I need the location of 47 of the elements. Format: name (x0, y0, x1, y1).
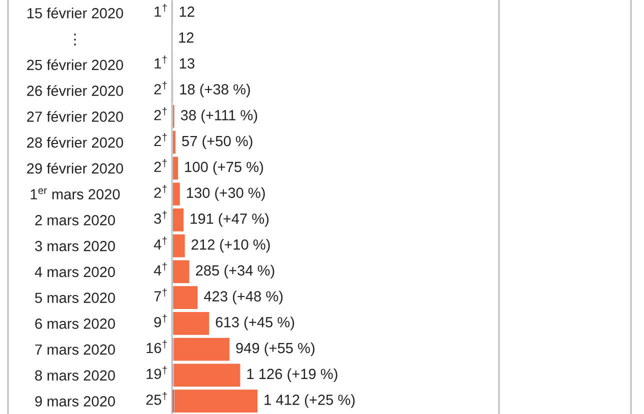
y-tick-label: 1$^{er}$ mars 2020 (30, 188, 120, 200)
data-label: 3$^{†}$ (154, 210, 167, 224)
y-tick-label: 15 février 2020 (27, 7, 124, 18)
total-label: 38 (+111 %) (180, 110, 258, 124)
total-label: 212 (+10 %) (192, 239, 270, 253)
data-label: 2$^{†}$ (154, 185, 167, 198)
data-label: 25$^{†}$ (146, 392, 167, 405)
data-label: 7$^{†}$ (154, 288, 167, 302)
data-label: 19$^{†}$ (146, 366, 167, 380)
total-label: 949 (+55 %) (236, 342, 314, 356)
total-label: 191 (+47 %) (190, 213, 269, 227)
annotation: 12 (179, 32, 194, 43)
data-label: 2$^{†}$ (154, 107, 167, 120)
y-tick-label: 25 février 2020 (27, 59, 124, 70)
data-label: 2$^{†}$ (154, 159, 167, 172)
y-tick-label: 6 mars 2020 (35, 318, 115, 329)
total-label: 423 (+48 %) (204, 290, 283, 304)
total-label: 130 (+30 %) (186, 187, 265, 201)
data-label: 1$^{†}$ (154, 4, 167, 17)
total-label: 12 (180, 6, 194, 17)
total-label: 1 126 (+19 %) (247, 368, 338, 382)
y-tick-label: 9 mars 2020 (35, 396, 115, 406)
data-label: 2$^{†}$ (154, 133, 167, 146)
y-tick-label: 26 février 2020 (27, 85, 124, 96)
total-label: 285 (+34 %) (196, 264, 274, 278)
y-tick-label: ⋮ (74, 34, 76, 46)
y-tick-label: 4 mars 2020 (34, 266, 115, 278)
data-label: 4$^{†}$ (154, 236, 167, 250)
data-label: 1$^{†}$ (154, 56, 167, 68)
total-label: 18 (+38 %) (180, 84, 250, 98)
y-tick-label: 8 mars 2020 (35, 370, 115, 381)
total-label: 100 (+75 %) (185, 161, 264, 175)
y-tick-label: 3 mars 2020 (35, 240, 115, 252)
y-tick-label: 7 mars 2020 (35, 344, 115, 355)
total-label: 57 (+50 %) (182, 136, 252, 150)
total-label: 1 412 (+25 %) (264, 394, 355, 408)
y-tick-label: 2 mars 2020 (35, 215, 115, 226)
y-tick-label: 29 février 2020 (27, 162, 124, 174)
y-tick-label: 28 février 2020 (27, 136, 124, 148)
total-label: 613 (+45 %) (216, 316, 294, 330)
data-label: 4$^{†}$ (154, 262, 167, 276)
data-label: 2$^{†}$ (154, 82, 167, 94)
data-label: 16$^{†}$ (146, 340, 167, 354)
y-tick-label: 5 mars 2020 (35, 292, 115, 303)
y-tick-label: 27 février 2020 (27, 110, 124, 122)
data-label: 9$^{†}$ (154, 314, 167, 328)
total-label: 13 (180, 58, 194, 69)
